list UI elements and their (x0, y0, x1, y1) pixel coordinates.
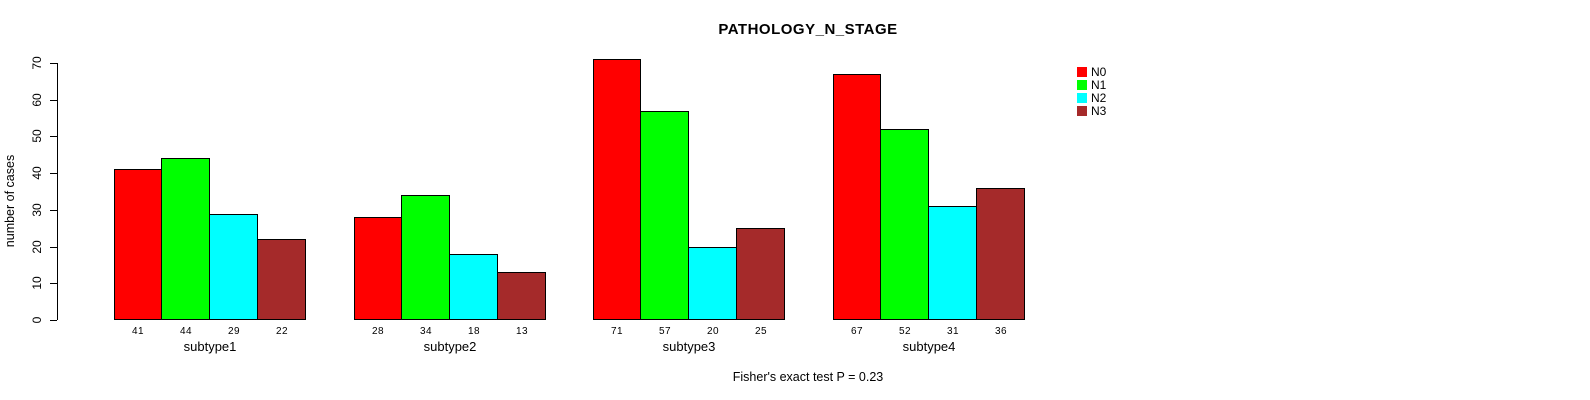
legend-label: N2 (1091, 91, 1107, 105)
legend-item-n0: N0 (1077, 65, 1107, 79)
y-tick-mark (50, 173, 57, 174)
bar-value-label: 71 (610, 326, 624, 337)
category-label-subtype4: subtype4 (902, 339, 956, 354)
y-tick-label: 20 (30, 240, 44, 254)
bar-value-label: 22 (275, 326, 289, 337)
bar-n3-subtype4 (976, 188, 1025, 320)
bar-n3-subtype2 (497, 272, 546, 320)
bar-value-label: 28 (371, 326, 385, 337)
category-label-subtype1: subtype1 (183, 339, 237, 354)
y-tick-label: 70 (30, 56, 44, 70)
bar-value-label: 52 (898, 326, 912, 337)
legend-label: N0 (1091, 65, 1107, 79)
y-tick-label: 50 (30, 129, 44, 143)
legend-label: N1 (1091, 78, 1107, 92)
bar-value-label: 67 (850, 326, 864, 337)
bar-value-label: 29 (227, 326, 241, 337)
y-tick-label: 60 (30, 93, 44, 107)
bar-n2-subtype1 (209, 214, 258, 320)
bar-value-label: 41 (131, 326, 145, 337)
bar-n2-subtype4 (928, 206, 977, 320)
y-axis (57, 63, 58, 320)
bar-n0-subtype3 (593, 59, 641, 320)
y-tick-mark (50, 136, 57, 137)
bar-value-label: 20 (706, 326, 720, 337)
y-tick-label: 10 (30, 276, 44, 290)
bar-value-label: 34 (419, 326, 433, 337)
bar-value-label: 44 (179, 326, 193, 337)
bar-n0-subtype2 (354, 217, 402, 320)
chart-title: PATHOLOGY_N_STAGE (718, 21, 898, 38)
category-label-subtype2: subtype2 (423, 339, 477, 354)
category-label-subtype3: subtype3 (662, 339, 716, 354)
y-tick-mark (50, 283, 57, 284)
bar-n0-subtype4 (833, 74, 881, 320)
y-tick-mark (50, 63, 57, 64)
legend-swatch-icon (1077, 106, 1087, 116)
y-tick-label: 0 (30, 316, 44, 324)
legend-item-n2: N2 (1077, 91, 1107, 105)
bar-value-label: 57 (658, 326, 672, 337)
bar-n2-subtype3 (688, 247, 737, 320)
bar-value-label: 25 (754, 326, 768, 337)
bar-value-label: 13 (515, 326, 529, 337)
stat-test-note: Fisher's exact test P = 0.23 (732, 370, 884, 384)
legend-label: N3 (1091, 104, 1107, 118)
y-tick-mark (50, 210, 57, 211)
legend-swatch-icon (1077, 80, 1087, 90)
legend-item-n3: N3 (1077, 104, 1107, 118)
y-tick-label: 40 (30, 166, 44, 180)
legend-swatch-icon (1077, 93, 1087, 103)
bar-n1-subtype2 (401, 195, 450, 320)
bar-value-label: 18 (467, 326, 481, 337)
bar-n0-subtype1 (114, 169, 162, 320)
y-tick-label: 30 (30, 203, 44, 217)
legend-item-n1: N1 (1077, 78, 1107, 92)
bar-n2-subtype2 (449, 254, 498, 320)
bar-n1-subtype1 (161, 158, 210, 320)
legend: N0 N1 N2 N3 (1077, 65, 1107, 119)
bar-value-label: 36 (994, 326, 1008, 337)
bar-n3-subtype1 (257, 239, 306, 320)
legend-swatch-icon (1077, 67, 1087, 77)
bar-value-label: 31 (946, 326, 960, 337)
y-tick-mark (50, 100, 57, 101)
bar-n1-subtype3 (640, 111, 689, 320)
y-axis-label: number of cases (3, 154, 17, 248)
y-tick-mark (50, 247, 57, 248)
bar-n3-subtype3 (736, 228, 785, 320)
y-tick-mark (50, 320, 57, 321)
bar-n1-subtype4 (880, 129, 929, 320)
